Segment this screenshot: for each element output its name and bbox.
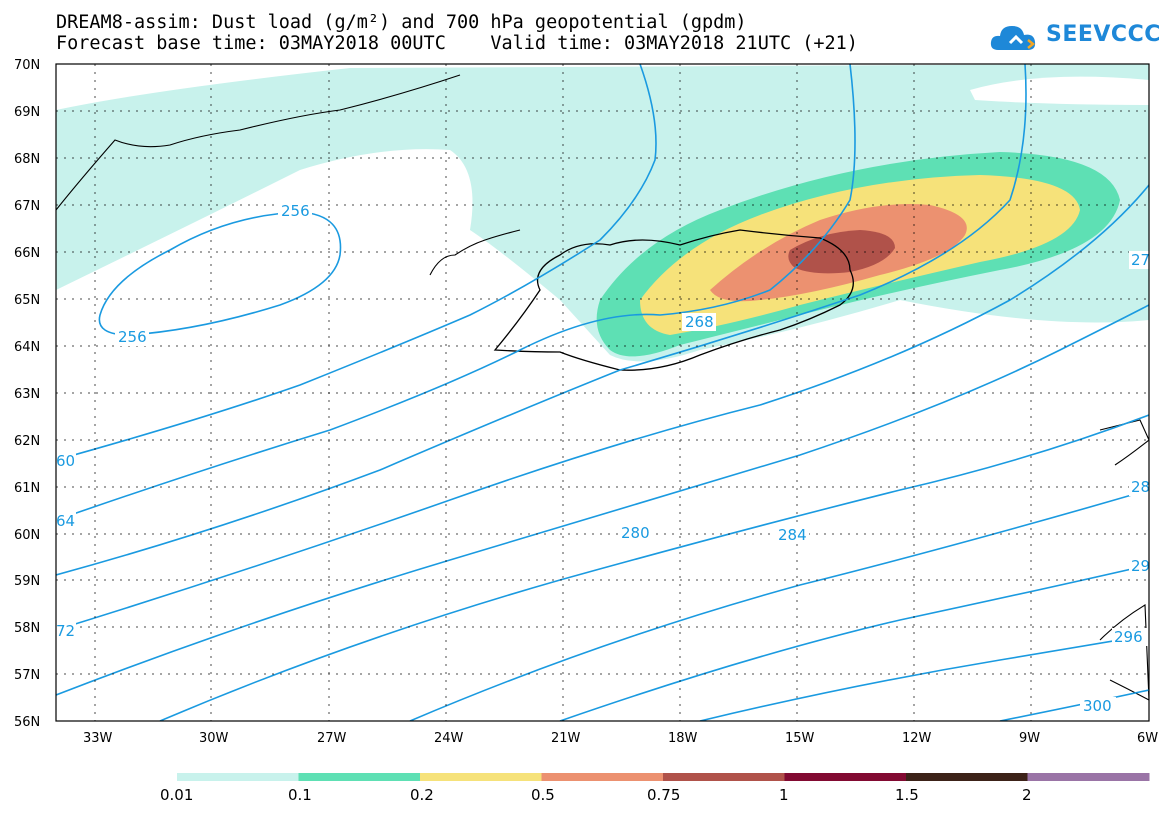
lon-label: 24W [434, 731, 464, 746]
contour-label: 280 [621, 524, 650, 542]
lon-label: 9W [1019, 731, 1040, 746]
lat-label: 57N [14, 668, 40, 683]
lat-label: 61N [14, 481, 40, 496]
colorbar-swatch [906, 773, 1028, 781]
lon-label: 30W [199, 731, 229, 746]
lat-label: 70N [14, 58, 40, 73]
greenland-coastline [56, 74, 461, 211]
lat-label: 58N [14, 621, 40, 636]
grid-lines [56, 64, 1149, 721]
lat-label: 65N [14, 293, 40, 308]
colorbar-label: 1.5 [895, 786, 919, 804]
colorbar-label: 0.2 [410, 786, 434, 804]
contour-label: 60 [56, 452, 75, 470]
contour-label: 27 [1131, 251, 1150, 269]
colorbar-swatch [784, 773, 907, 781]
map-subtitle: Forecast base time: 03MAY2018 00UTC Vali… [56, 33, 858, 54]
colorbar-label: 0.1 [288, 786, 312, 804]
lat-label: 68N [14, 152, 40, 167]
lat-label: 67N [14, 199, 40, 214]
lon-label: 33W [83, 731, 113, 746]
lat-label: 60N [14, 528, 40, 543]
contour-label: 64 [56, 512, 75, 530]
contour-label: 268 [685, 313, 714, 331]
contour-label: 284 [778, 526, 807, 544]
lat-label: 64N [14, 340, 40, 355]
map-title: DREAM8-assim: Dust load (g/m²) and 700 h… [56, 12, 747, 33]
colorbar-swatch [298, 773, 421, 781]
lat-label: 69N [14, 105, 40, 120]
contour-label: 72 [56, 622, 75, 640]
colorbar-swatch [541, 773, 664, 781]
lat-label: 63N [14, 387, 40, 402]
lon-label: 21W [551, 731, 581, 746]
colorbar-swatch [177, 773, 299, 781]
colorbar-swatch [1027, 773, 1150, 781]
colorbar-label: 0.01 [160, 786, 194, 804]
contour-labels: 256 256 268 280 284 60 64 72 27 28 29 29… [56, 202, 1150, 715]
lon-label: 15W [785, 731, 815, 746]
contour-label: 28 [1131, 478, 1150, 496]
norway-coastline [1099, 419, 1149, 466]
lat-label: 62N [14, 434, 40, 449]
contour-label: 29 [1131, 557, 1150, 575]
lon-label: 12W [902, 731, 932, 746]
lat-label: 59N [14, 574, 40, 589]
colorbar-label: 1 [779, 786, 789, 804]
contour-label: 256 [281, 202, 310, 220]
contour-label: 300 [1083, 697, 1112, 715]
lat-label: 56N [14, 715, 40, 730]
contour-label: 296 [1114, 628, 1143, 646]
contour-label: 256 [118, 328, 147, 346]
lon-label: 18W [668, 731, 698, 746]
map-frame [55, 63, 1150, 722]
colorbar-label: 0.5 [531, 786, 555, 804]
coastline [493, 229, 854, 371]
longitude-axis: 33W 30W 27W 24W 21W 18W 15W 12W 9W 6W [83, 731, 1158, 746]
colorbar-swatch [663, 773, 785, 781]
latitude-axis: 70N 69N 68N 67N 66N 65N 64N 63N 62N 61N … [14, 58, 40, 730]
lon-label: 27W [317, 731, 347, 746]
logo-text: SEEVCCC [1046, 22, 1161, 47]
lon-label: 6W [1137, 731, 1158, 746]
geopotential-contours [56, 64, 1149, 721]
colorbar-label: 0.75 [647, 786, 681, 804]
lat-label: 66N [14, 246, 40, 261]
colorbar-label: 2 [1022, 786, 1032, 804]
colorbar-swatch [420, 773, 542, 781]
cloud-icon [990, 26, 1036, 50]
colorbar [177, 773, 1150, 781]
scotland-coastline [1099, 604, 1149, 701]
